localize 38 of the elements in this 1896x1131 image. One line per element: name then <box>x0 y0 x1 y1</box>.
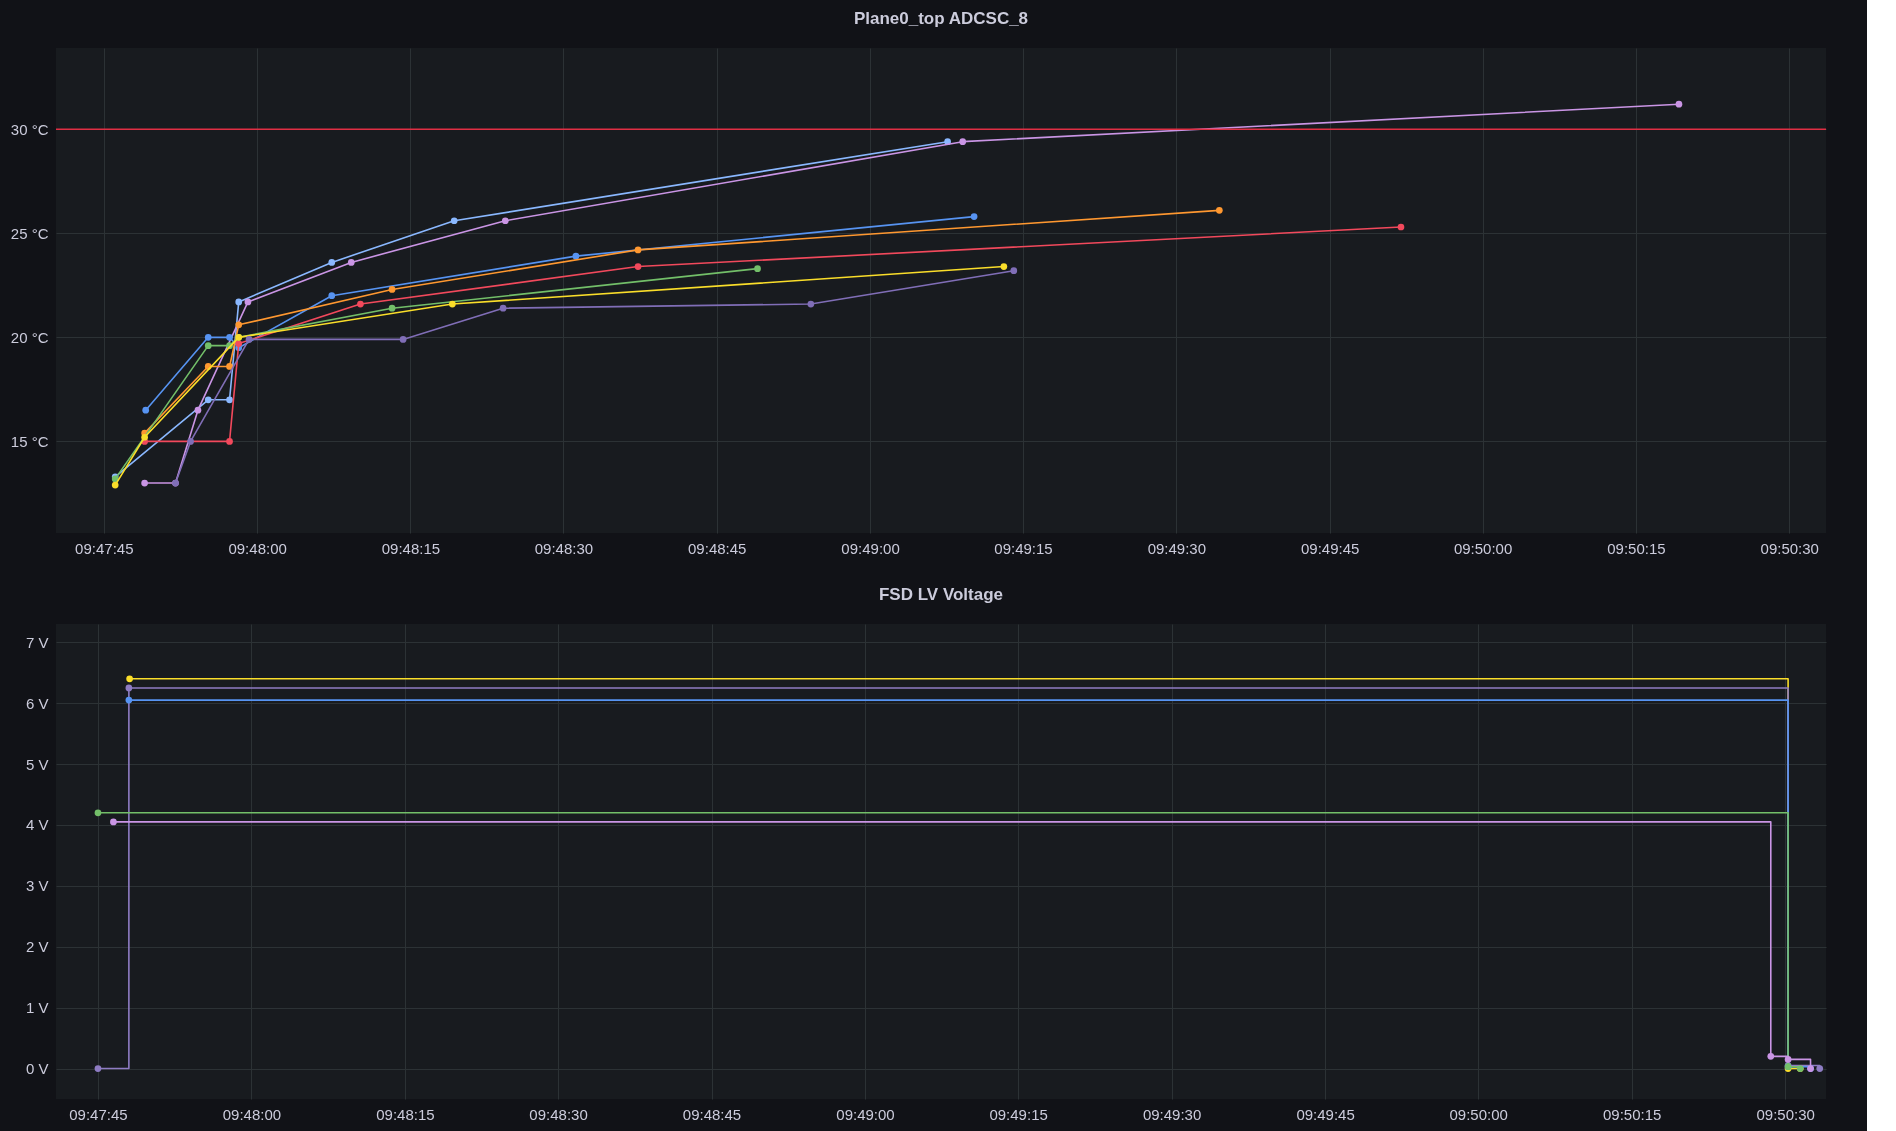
x-tick-label: 09:49:45 <box>1300 539 1360 557</box>
y-tick-label: 6 V <box>25 694 49 712</box>
y-tick-label: 20 °C <box>10 328 49 346</box>
x-tick-label: 09:50:00 <box>1453 539 1513 557</box>
y-tick-label: 0 V <box>25 1060 49 1078</box>
x-tick-label: 09:48:15 <box>376 1105 435 1123</box>
x-tick-label: 09:49:45 <box>1296 1105 1355 1123</box>
x-tick-label: 09:50:30 <box>1756 1105 1815 1123</box>
y-tick-label: 3 V <box>25 877 49 895</box>
x-tick-label: 09:49:30 <box>1142 1105 1202 1123</box>
chart-title: Plane0_top ADCSC_8 <box>853 9 1029 28</box>
y-tick-label: 15 °C <box>10 432 49 450</box>
x-tick-label: 09:49:00 <box>841 539 900 557</box>
x-tick-label: 09:48:45 <box>682 1105 742 1123</box>
y-tick-label: 30 °C <box>10 120 49 138</box>
x-tick-label: 09:49:30 <box>1147 539 1207 557</box>
x-tick-label: 09:50:00 <box>1449 1105 1508 1123</box>
y-tick-label: 7 V <box>25 633 49 651</box>
x-tick-label: 09:50:30 <box>1760 539 1819 557</box>
x-tick-label: 09:48:30 <box>529 1105 588 1123</box>
x-tick-label: 09:47:45 <box>75 539 134 557</box>
x-tick-label: 09:50:15 <box>1607 539 1666 557</box>
y-tick-label: 25 °C <box>10 224 49 242</box>
x-tick-label: 09:48:00 <box>228 539 287 557</box>
x-tick-label: 09:48:30 <box>534 539 594 557</box>
chart-title: FSD LV Voltage <box>878 585 1004 604</box>
x-tick-label: 09:47:45 <box>69 1105 128 1123</box>
y-tick-label: 2 V <box>25 938 49 956</box>
x-tick-label: 09:49:00 <box>836 1105 895 1123</box>
x-tick-label: 09:49:15 <box>994 539 1053 557</box>
y-tick-label: 4 V <box>25 816 49 834</box>
x-tick-label: 09:48:00 <box>222 1105 282 1123</box>
x-tick-label: 09:49:15 <box>989 1105 1048 1123</box>
y-tick-label: 5 V <box>25 755 49 773</box>
y-tick-label: 1 V <box>25 999 49 1017</box>
x-tick-label: 09:48:45 <box>688 539 747 557</box>
x-tick-label: 09:50:15 <box>1602 1105 1662 1123</box>
x-tick-label: 09:48:15 <box>381 539 441 557</box>
